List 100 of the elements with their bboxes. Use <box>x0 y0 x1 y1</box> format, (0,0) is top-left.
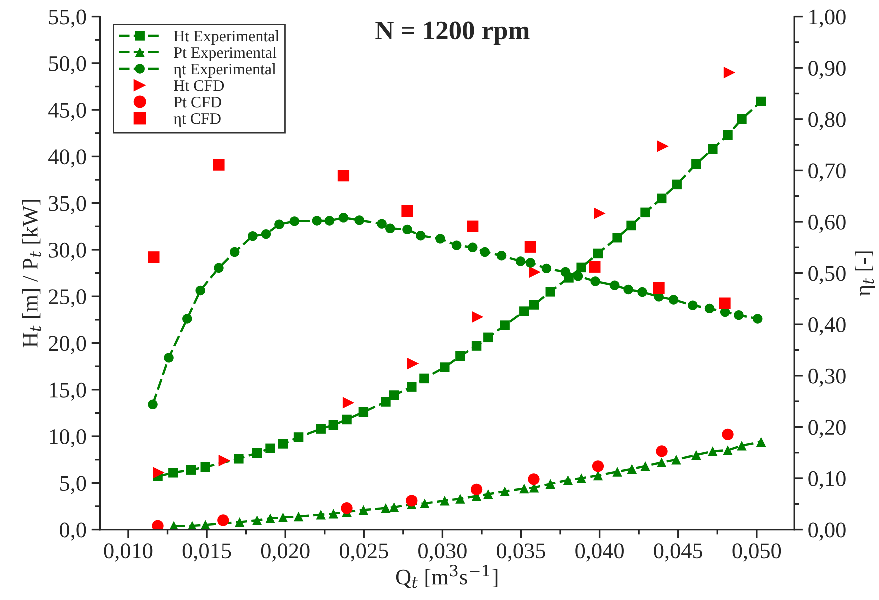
point <box>500 486 510 496</box>
x-tick-label: 0,025 <box>340 544 388 562</box>
y-axis-title: H$_{t}$ [m] / P$_{t}$ [kW] <box>22 200 42 348</box>
point <box>420 374 430 384</box>
point <box>653 282 665 294</box>
point <box>278 439 288 449</box>
point <box>381 503 391 514</box>
x-tick-label: 0,050 <box>732 544 782 562</box>
point <box>230 247 240 258</box>
point <box>722 428 734 440</box>
x-tick-label: 0,045 <box>654 544 702 562</box>
point <box>708 144 718 154</box>
point <box>389 390 400 400</box>
point <box>342 414 352 425</box>
legend-label: Pt Experimental <box>174 46 277 62</box>
point <box>484 489 494 500</box>
point <box>406 495 418 507</box>
point <box>756 437 766 447</box>
point <box>529 300 540 310</box>
point <box>573 272 584 282</box>
point <box>328 420 339 430</box>
point <box>627 464 638 474</box>
point <box>467 220 479 232</box>
y-tick-label: 15,0 <box>50 382 86 402</box>
y2-tick-label: 0,80 <box>808 112 846 131</box>
y-tick-label: 25,0 <box>49 290 86 308</box>
point <box>381 397 391 407</box>
point <box>496 250 507 261</box>
y2-tick-label: 1,00 <box>810 10 846 28</box>
point <box>672 454 682 465</box>
point <box>294 432 304 442</box>
y2-tick-label: 0,20 <box>808 420 846 438</box>
point <box>657 194 667 204</box>
point <box>341 502 353 514</box>
point <box>386 224 396 234</box>
point <box>234 454 244 464</box>
x-tick-label: 0,010 <box>104 544 153 562</box>
point <box>436 234 446 244</box>
point <box>338 213 349 223</box>
point <box>235 517 245 528</box>
point <box>723 446 733 456</box>
point <box>200 462 210 472</box>
point <box>657 458 667 468</box>
point <box>560 267 571 278</box>
y-tick-label: 35,0 <box>49 196 86 214</box>
point <box>440 362 450 372</box>
x-tick-label: 0,040 <box>576 544 624 562</box>
y-tick-label: 45,0 <box>48 103 86 122</box>
point <box>456 351 466 362</box>
point <box>610 280 620 290</box>
point <box>152 520 164 530</box>
point <box>342 397 355 409</box>
point <box>328 509 339 519</box>
y-tick-label: 55,0 <box>49 10 86 28</box>
point <box>576 262 586 273</box>
point <box>484 332 494 343</box>
point <box>470 484 483 496</box>
point <box>576 474 586 484</box>
point <box>218 514 230 526</box>
x-tick-label: 0,015 <box>182 544 232 562</box>
y-tick-label: 5,0 <box>60 476 86 494</box>
point <box>638 287 648 298</box>
y-tick-label: 40,0 <box>48 150 86 168</box>
point <box>218 454 230 467</box>
y2-tick-label: 0,40 <box>808 318 846 336</box>
point <box>708 446 718 456</box>
y-tick-label: 50,0 <box>49 56 86 75</box>
y2-tick-label: 0,50 <box>808 266 846 284</box>
y2-tick-label: 0,90 <box>808 61 846 80</box>
point <box>420 498 430 509</box>
point <box>668 295 679 305</box>
point <box>672 180 682 190</box>
point <box>148 400 158 410</box>
point <box>524 241 536 253</box>
point <box>402 205 414 218</box>
legend-label: Ht CFD <box>174 80 224 92</box>
y2-tick-label: 0,10 <box>808 471 846 490</box>
point <box>252 448 262 458</box>
legend-label: Ht Experimental <box>174 30 280 45</box>
point <box>377 219 387 229</box>
point <box>752 314 763 324</box>
point <box>274 220 284 230</box>
y2-tick-label: 0,30 <box>808 368 846 388</box>
point <box>468 242 478 253</box>
x-tick-label: 0,020 <box>261 544 310 562</box>
legend-label: Pt CFD <box>174 96 222 108</box>
point <box>389 502 400 512</box>
point <box>688 300 698 310</box>
point <box>480 247 490 258</box>
point <box>407 382 417 392</box>
x-axis-title: Q$_{t}$ [m$^{3}$s$^{−1}$] <box>396 564 498 588</box>
point <box>324 216 335 226</box>
point <box>657 140 669 152</box>
point <box>338 170 350 182</box>
point <box>516 256 526 266</box>
y-tick-label: 10,0 <box>50 429 86 448</box>
point <box>354 216 364 226</box>
point <box>196 286 206 296</box>
point <box>182 314 192 324</box>
point <box>624 284 634 295</box>
